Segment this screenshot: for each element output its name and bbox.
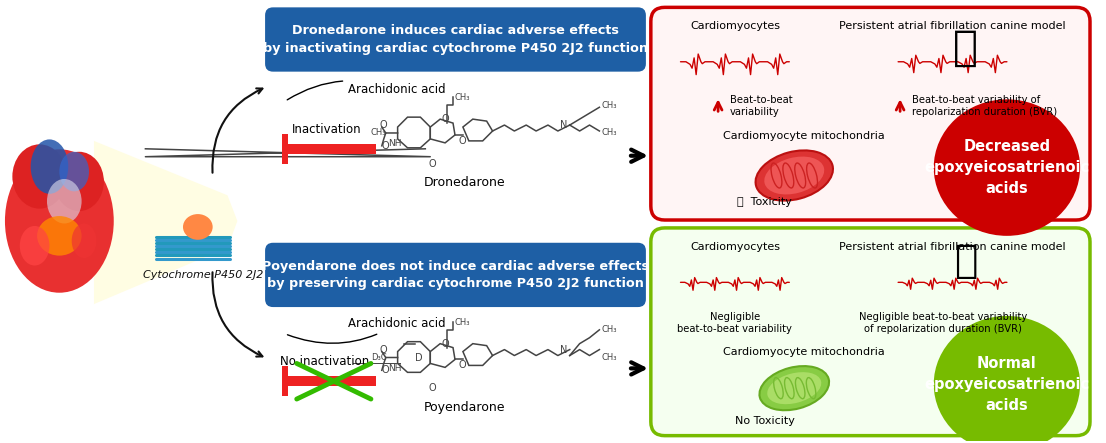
Ellipse shape — [182, 214, 212, 240]
Bar — [282, 134, 288, 163]
Text: Cardiomyocytes: Cardiomyocytes — [690, 242, 780, 252]
Ellipse shape — [60, 152, 88, 191]
Text: D: D — [416, 353, 424, 362]
Text: Negligible
beat-to-beat variability: Negligible beat-to-beat variability — [678, 312, 792, 334]
Text: Poyendarone: Poyendarone — [424, 401, 505, 414]
Text: CH₃: CH₃ — [602, 353, 617, 362]
Text: 🐕: 🐕 — [953, 27, 978, 69]
Text: Dronedarone induces cardiac adverse effects
by inactivating cardiac cytochrome P: Dronedarone induces cardiac adverse effe… — [263, 24, 648, 55]
Text: Beat-to-beat variability of
repolarization duration (BVR): Beat-to-beat variability of repolarizati… — [912, 95, 1057, 117]
Text: Cardiomyocyte mitochondria: Cardiomyocyte mitochondria — [723, 131, 885, 141]
Text: 🐕: 🐕 — [953, 242, 977, 280]
Text: Decreased
epoxyeicosatrienoic
acids: Decreased epoxyeicosatrienoic acids — [925, 139, 1089, 196]
FancyBboxPatch shape — [265, 243, 646, 307]
Ellipse shape — [760, 366, 830, 410]
Text: Arachidonic acid: Arachidonic acid — [288, 317, 446, 343]
Bar — [282, 144, 376, 154]
Text: O: O — [379, 120, 387, 130]
Text: CH₃: CH₃ — [602, 128, 617, 137]
Text: O: O — [441, 338, 449, 349]
Text: Cytochrome P450 2J2: Cytochrome P450 2J2 — [143, 271, 263, 280]
Text: O: O — [382, 141, 389, 151]
Text: Beat-to-beat
variability: Beat-to-beat variability — [730, 95, 793, 117]
Text: Cardiomyocyte mitochondria: Cardiomyocyte mitochondria — [723, 346, 885, 357]
Text: CH₃: CH₃ — [453, 318, 470, 327]
Text: 💀  Toxicity: 💀 Toxicity — [738, 197, 792, 207]
Text: No inactivation: No inactivation — [280, 355, 369, 368]
Ellipse shape — [31, 140, 69, 194]
Text: D₃C: D₃C — [371, 353, 386, 362]
Text: CH₃: CH₃ — [371, 128, 386, 137]
Text: Cardiomyocytes: Cardiomyocytes — [690, 21, 780, 31]
Text: No Toxicity: No Toxicity — [734, 416, 794, 426]
Text: Normal
epoxyeicosatrienoic
acids: Normal epoxyeicosatrienoic acids — [925, 356, 1089, 413]
Text: NH: NH — [388, 364, 401, 373]
Bar — [282, 376, 376, 386]
Polygon shape — [94, 141, 238, 304]
Ellipse shape — [933, 99, 1081, 236]
Text: O: O — [428, 383, 436, 393]
Ellipse shape — [20, 226, 50, 265]
Text: N: N — [560, 345, 567, 354]
Ellipse shape — [768, 372, 822, 404]
Bar — [282, 366, 288, 396]
Text: CH₃: CH₃ — [453, 93, 470, 102]
Ellipse shape — [38, 216, 82, 256]
Ellipse shape — [54, 152, 104, 211]
FancyBboxPatch shape — [265, 8, 646, 72]
Text: Arachidonic acid: Arachidonic acid — [288, 81, 446, 100]
Text: N: N — [560, 120, 567, 130]
FancyBboxPatch shape — [650, 8, 1091, 220]
Ellipse shape — [12, 144, 66, 209]
Text: Poyendarone does not induce cardiac adverse effects
by preserving cardiac cytoch: Poyendarone does not induce cardiac adve… — [262, 260, 649, 290]
Text: O: O — [428, 159, 436, 169]
Text: Dronedarone: Dronedarone — [424, 176, 505, 190]
Ellipse shape — [46, 179, 82, 223]
Ellipse shape — [755, 150, 833, 201]
Text: O: O — [459, 136, 467, 146]
Text: CH₃: CH₃ — [602, 101, 617, 110]
Ellipse shape — [933, 316, 1081, 443]
Text: NH: NH — [388, 140, 401, 148]
Text: O: O — [379, 345, 387, 354]
Text: O: O — [382, 365, 389, 375]
Text: Negligible beat-to-beat variability
of repolarization duration (BVR): Negligible beat-to-beat variability of r… — [858, 312, 1026, 334]
FancyBboxPatch shape — [650, 228, 1091, 435]
Text: Persistent atrial fibrillation canine model: Persistent atrial fibrillation canine mo… — [839, 242, 1066, 252]
Ellipse shape — [4, 149, 114, 293]
Ellipse shape — [764, 156, 824, 194]
Text: CH₃: CH₃ — [602, 325, 617, 334]
Ellipse shape — [72, 223, 96, 258]
Text: O: O — [441, 114, 449, 124]
Text: Inactivation: Inactivation — [292, 123, 362, 136]
Text: Persistent atrial fibrillation canine model: Persistent atrial fibrillation canine mo… — [839, 21, 1066, 31]
Text: O: O — [459, 361, 467, 370]
